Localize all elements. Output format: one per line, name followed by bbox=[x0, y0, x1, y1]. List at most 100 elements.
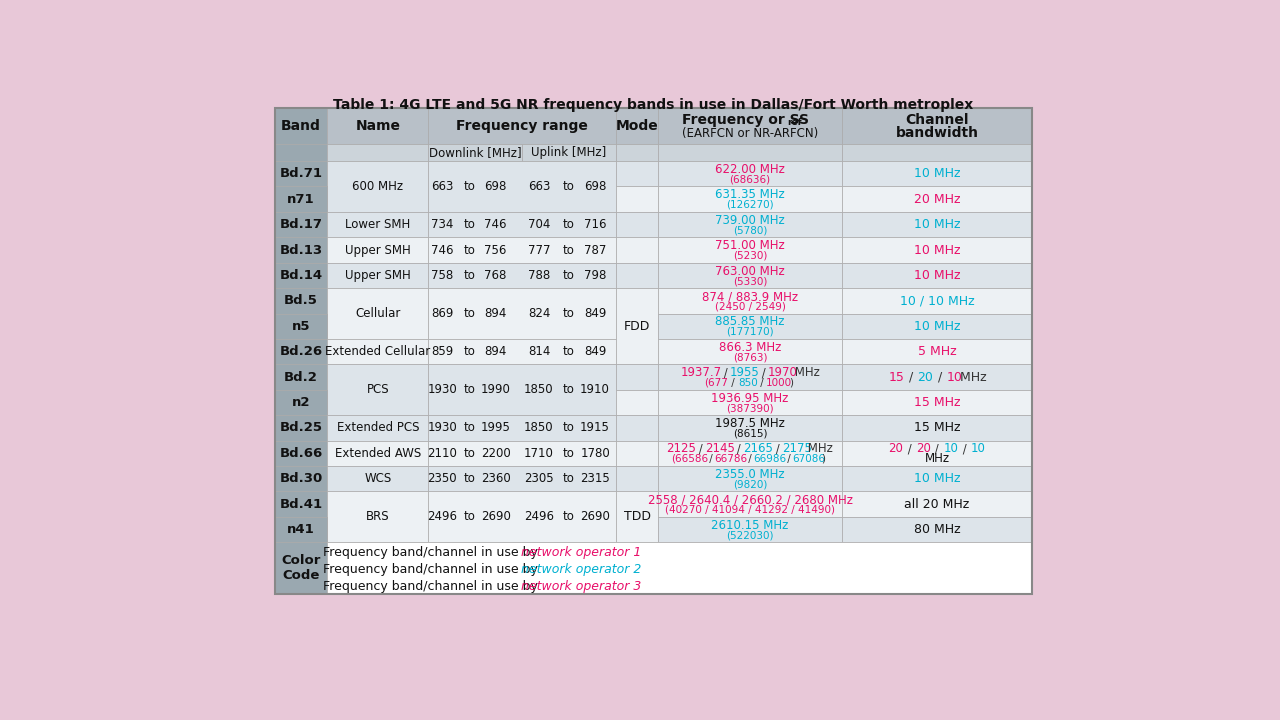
Bar bbox=[658, 144, 842, 161]
Bar bbox=[275, 144, 328, 161]
Text: 15 MHz: 15 MHz bbox=[914, 396, 960, 409]
Text: TDD: TDD bbox=[623, 510, 650, 523]
Bar bbox=[658, 161, 842, 186]
Text: /: / bbox=[728, 378, 739, 387]
Text: (EARFCN or NR-ARFCN): (EARFCN or NR-ARFCN) bbox=[682, 127, 818, 140]
Text: 885.85 MHz: 885.85 MHz bbox=[716, 315, 785, 328]
Text: 1915: 1915 bbox=[580, 421, 611, 434]
Text: /: / bbox=[758, 366, 769, 379]
Text: 787: 787 bbox=[584, 243, 607, 256]
Text: 10 MHz: 10 MHz bbox=[914, 243, 960, 256]
Text: Table 1: 4G LTE and 5G NR frequency bands in use in Dallas/Fort Worth metroplex: Table 1: 4G LTE and 5G NR frequency band… bbox=[333, 98, 973, 112]
Bar bbox=[842, 238, 1032, 263]
Text: network operator 1: network operator 1 bbox=[521, 546, 641, 559]
Text: to: to bbox=[463, 243, 475, 256]
Text: Cellular: Cellular bbox=[355, 307, 401, 320]
Bar bbox=[616, 466, 658, 492]
Bar bbox=[328, 441, 428, 466]
Text: 814: 814 bbox=[527, 345, 550, 358]
Text: (5330): (5330) bbox=[733, 276, 767, 286]
Text: 622.00 MHz: 622.00 MHz bbox=[716, 163, 785, 176]
Text: 1995: 1995 bbox=[481, 421, 511, 434]
Text: 2350: 2350 bbox=[428, 472, 457, 485]
Text: MHz: MHz bbox=[956, 371, 987, 384]
Text: 704: 704 bbox=[527, 218, 550, 231]
Text: /: / bbox=[707, 454, 717, 464]
Text: 631.35 MHz: 631.35 MHz bbox=[716, 189, 785, 202]
Text: n5: n5 bbox=[292, 320, 310, 333]
Text: 698: 698 bbox=[584, 180, 607, 193]
Bar bbox=[658, 263, 842, 288]
Text: Band: Band bbox=[282, 119, 321, 133]
Text: 1930: 1930 bbox=[428, 421, 457, 434]
Text: (40270 / 41094 / 41292 / 41490): (40270 / 41094 / 41292 / 41490) bbox=[666, 505, 835, 515]
Text: 10: 10 bbox=[970, 442, 986, 455]
Bar bbox=[616, 492, 658, 542]
Text: 66986: 66986 bbox=[753, 454, 786, 464]
Text: 2558 / 2640.4 / 2660.2 / 2680 MHz: 2558 / 2640.4 / 2660.2 / 2680 MHz bbox=[648, 493, 852, 506]
Text: 849: 849 bbox=[584, 345, 607, 358]
Bar bbox=[428, 339, 616, 364]
Bar bbox=[658, 390, 842, 415]
Bar bbox=[275, 441, 328, 466]
Bar bbox=[275, 466, 328, 492]
Bar bbox=[842, 186, 1032, 212]
Text: 15 MHz: 15 MHz bbox=[914, 421, 960, 434]
Text: to: to bbox=[463, 269, 475, 282]
Bar bbox=[616, 212, 658, 238]
Bar bbox=[658, 492, 842, 517]
Text: /: / bbox=[758, 378, 767, 387]
Text: 758: 758 bbox=[431, 269, 453, 282]
Text: Name: Name bbox=[356, 119, 401, 133]
Bar bbox=[658, 466, 842, 492]
Bar bbox=[616, 364, 658, 390]
Text: 1850: 1850 bbox=[525, 383, 554, 396]
Text: 859: 859 bbox=[431, 345, 453, 358]
Text: Bd.41: Bd.41 bbox=[279, 498, 323, 510]
Bar bbox=[275, 263, 328, 288]
Text: 2305: 2305 bbox=[525, 472, 554, 485]
Text: /: / bbox=[695, 443, 707, 456]
Text: (9820): (9820) bbox=[733, 480, 767, 490]
Text: to: to bbox=[563, 269, 575, 282]
Text: Upper SMH: Upper SMH bbox=[344, 243, 411, 256]
Text: 10: 10 bbox=[943, 442, 959, 455]
Bar bbox=[658, 288, 842, 313]
Bar bbox=[658, 186, 842, 212]
Text: (387390): (387390) bbox=[726, 403, 774, 413]
Bar bbox=[842, 108, 1032, 144]
Text: network operator 3: network operator 3 bbox=[521, 580, 641, 593]
Bar bbox=[328, 238, 428, 263]
Bar bbox=[616, 288, 658, 364]
Text: n2: n2 bbox=[292, 396, 310, 409]
Bar bbox=[275, 415, 328, 441]
Text: (5780): (5780) bbox=[733, 225, 767, 235]
Text: 894: 894 bbox=[485, 345, 507, 358]
Bar bbox=[842, 161, 1032, 186]
Text: 20: 20 bbox=[915, 442, 931, 455]
Text: 1987.5 MHz: 1987.5 MHz bbox=[716, 417, 785, 430]
Bar bbox=[328, 364, 428, 415]
Bar bbox=[275, 288, 328, 313]
Bar bbox=[428, 415, 616, 441]
Bar bbox=[842, 339, 1032, 364]
Text: Bd.30: Bd.30 bbox=[279, 472, 323, 485]
Bar bbox=[428, 108, 616, 144]
Text: 2360: 2360 bbox=[481, 472, 511, 485]
Text: (126270): (126270) bbox=[726, 199, 774, 210]
Text: 663: 663 bbox=[431, 180, 453, 193]
Text: 20: 20 bbox=[918, 371, 933, 384]
Text: 10 MHz: 10 MHz bbox=[914, 269, 960, 282]
Text: 739.00 MHz: 739.00 MHz bbox=[716, 214, 785, 227]
Bar bbox=[616, 161, 658, 186]
Text: 20: 20 bbox=[888, 442, 904, 455]
Text: 1850: 1850 bbox=[525, 421, 554, 434]
Bar bbox=[658, 441, 842, 466]
Text: Color: Color bbox=[282, 554, 321, 567]
Text: to: to bbox=[463, 472, 475, 485]
Bar bbox=[428, 144, 522, 161]
Text: MHz: MHz bbox=[924, 452, 950, 465]
Bar bbox=[658, 339, 842, 364]
Bar bbox=[328, 339, 428, 364]
Bar bbox=[275, 542, 328, 594]
